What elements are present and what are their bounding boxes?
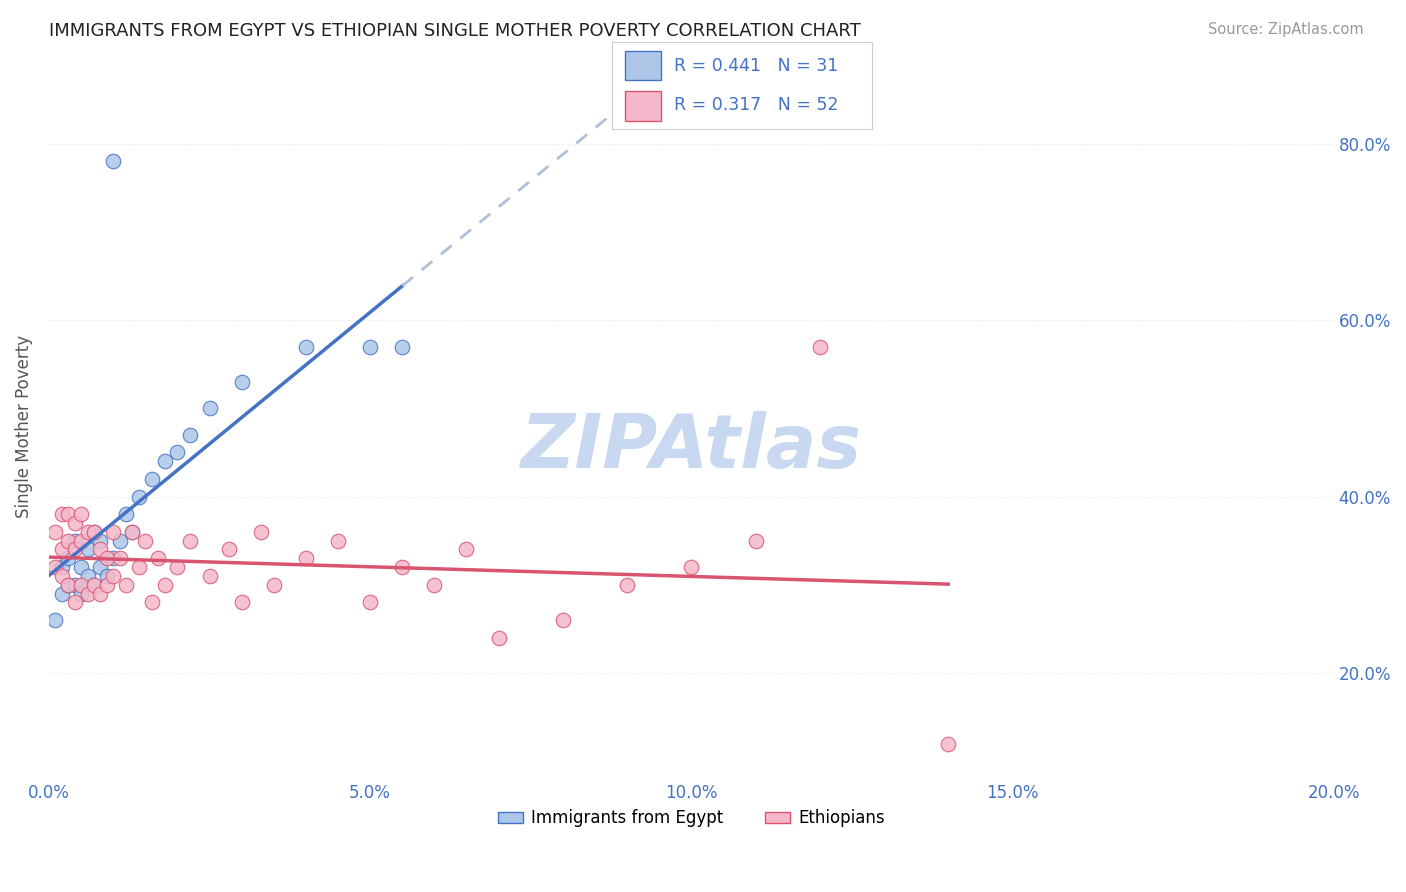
Point [96,551,118,566]
Point [44,524,66,539]
Point [103,569,125,583]
Point [63,578,86,592]
Point [423,578,446,592]
Point [179,533,201,548]
Point [89,586,111,600]
Point [218,542,240,557]
Text: Source: ZipAtlas.com: Source: ZipAtlas.com [1208,22,1364,37]
Point [121,524,143,539]
Point [58,578,80,592]
Text: ZIPAtlas: ZIPAtlas [520,410,862,483]
Point [198,401,221,416]
Point [391,339,413,353]
Point [263,578,285,592]
Point [359,595,381,609]
Point [103,524,125,539]
Point [70,507,93,521]
Point [76,542,98,557]
Text: R = 0.317   N = 52: R = 0.317 N = 52 [673,95,838,114]
Point [76,524,98,539]
Point [63,595,86,609]
Point [51,542,73,557]
Point [76,569,98,583]
Point [616,578,638,592]
Point [134,533,156,548]
Point [51,560,73,574]
Text: R = 0.441   N = 31: R = 0.441 N = 31 [673,56,838,75]
Point [83,524,105,539]
Point [551,613,574,627]
Point [488,631,510,645]
Point [146,551,169,566]
FancyBboxPatch shape [624,91,661,120]
Point [128,490,150,504]
Point [326,533,349,548]
Point [108,533,131,548]
Point [744,533,766,548]
Point [103,154,125,169]
Point [44,613,66,627]
Point [51,569,73,583]
Point [808,339,831,353]
Point [96,578,118,592]
Point [231,595,253,609]
Point [89,542,111,557]
Point [128,560,150,574]
Point [89,533,111,548]
Point [250,524,273,539]
Point [115,507,138,521]
Point [51,507,73,521]
Legend: Immigrants from Egypt, Ethiopians: Immigrants from Egypt, Ethiopians [491,803,891,834]
Point [70,533,93,548]
Point [166,445,188,459]
Text: IMMIGRANTS FROM EGYPT VS ETHIOPIAN SINGLE MOTHER POVERTY CORRELATION CHART: IMMIGRANTS FROM EGYPT VS ETHIOPIAN SINGL… [49,22,860,40]
Point [115,578,138,592]
Point [681,560,703,574]
Point [58,507,80,521]
Point [179,427,201,442]
Point [44,560,66,574]
Point [83,578,105,592]
Point [63,542,86,557]
Point [70,560,93,574]
Point [295,339,318,353]
Y-axis label: Single Mother Poverty: Single Mother Poverty [15,334,32,517]
Point [153,454,176,468]
Point [70,586,93,600]
Point [153,578,176,592]
Point [96,569,118,583]
Point [63,533,86,548]
Point [89,560,111,574]
Point [141,595,163,609]
Point [231,375,253,389]
Point [63,516,86,530]
Point [359,339,381,353]
Point [83,524,105,539]
FancyBboxPatch shape [624,51,661,80]
Point [76,586,98,600]
Point [121,524,143,539]
Point [108,551,131,566]
Point [51,586,73,600]
Point [58,533,80,548]
Point [70,578,93,592]
Point [198,569,221,583]
Point [58,578,80,592]
Point [295,551,318,566]
Point [936,737,959,751]
Point [166,560,188,574]
Point [391,560,413,574]
Point [103,551,125,566]
Point [141,472,163,486]
Point [83,578,105,592]
Point [58,551,80,566]
Point [456,542,478,557]
